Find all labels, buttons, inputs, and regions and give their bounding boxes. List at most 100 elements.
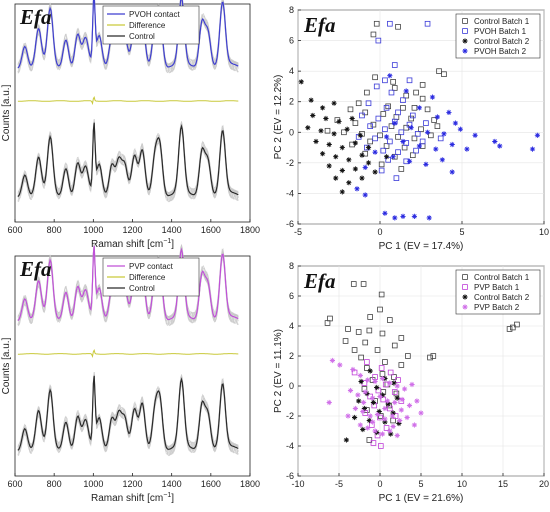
data-point-square xyxy=(437,135,444,142)
data-point-star xyxy=(414,398,420,404)
y-tick-label: 6 xyxy=(289,291,294,301)
data-point-square xyxy=(398,335,405,341)
data-point-star xyxy=(362,192,368,198)
data-point-star xyxy=(416,143,422,149)
legend-swatch xyxy=(462,294,468,300)
data-point-star xyxy=(320,105,326,111)
data-point-star xyxy=(382,210,388,216)
data-point-square xyxy=(430,353,437,359)
treated-mean-line xyxy=(17,0,239,69)
data-point-square xyxy=(378,413,384,419)
y-tick-label: -2 xyxy=(286,411,294,421)
data-point-square xyxy=(362,150,369,157)
y-tick-label: -4 xyxy=(286,188,294,198)
data-point-star xyxy=(534,132,540,138)
data-point-star xyxy=(333,154,339,160)
data-point-square xyxy=(367,138,373,145)
data-point-star xyxy=(362,164,368,170)
x-axis-label: PC 1 (EV = 17.4%) xyxy=(379,241,464,252)
data-point-square xyxy=(393,390,400,397)
data-point-star xyxy=(389,413,395,419)
data-point-square xyxy=(377,414,383,421)
data-point-square xyxy=(409,152,416,159)
panel-label: Efa xyxy=(303,13,336,37)
control-mean-line xyxy=(17,375,239,451)
data-point-square xyxy=(373,20,380,27)
legend-label: Control Batch 1 xyxy=(474,273,530,282)
data-point-star xyxy=(331,100,337,106)
data-point-square xyxy=(419,138,426,145)
data-point-star xyxy=(343,437,349,443)
data-point-square xyxy=(398,166,405,172)
data-point-square xyxy=(361,380,368,386)
data-point-star xyxy=(392,120,398,126)
data-point-square xyxy=(349,141,355,148)
x-axis-label: Raman shift [cm−1] xyxy=(91,492,174,504)
data-point-square xyxy=(411,135,418,142)
y-tick-label: 2 xyxy=(289,351,294,361)
data-point-star xyxy=(449,141,455,148)
data-point-star xyxy=(333,175,339,181)
data-point-square xyxy=(378,365,385,371)
data-point-square xyxy=(387,369,394,376)
data-point-square xyxy=(351,369,358,376)
data-point-square xyxy=(367,123,373,129)
legend-box xyxy=(455,269,541,315)
x-tick-label: 15 xyxy=(498,479,508,489)
data-point-square xyxy=(365,100,372,107)
data-point-star xyxy=(457,126,463,132)
data-point-star xyxy=(439,157,445,163)
data-point-square xyxy=(342,338,349,344)
legend-label: PVP Batch 1 xyxy=(474,283,520,292)
legend-swatch xyxy=(462,284,468,290)
data-point-square xyxy=(414,131,421,137)
data-point-square xyxy=(378,443,384,449)
scatter-panel-2: -5 0 5 10 -6 -4 -2 0 2 4 6 8 PC 1 (EV = 17.4%) PC 2 (… xyxy=(273,5,549,252)
data-point-star xyxy=(360,408,366,415)
data-point-star xyxy=(331,131,337,137)
data-point-square xyxy=(403,140,410,146)
data-point-square xyxy=(351,347,358,353)
data-point-star xyxy=(452,120,458,126)
data-point-star xyxy=(355,392,361,398)
series-control-batch-1 xyxy=(324,20,447,172)
data-point-square xyxy=(370,121,377,128)
points-group xyxy=(324,281,520,449)
data-point-star xyxy=(374,411,381,418)
data-point-square xyxy=(424,20,431,27)
data-point-star xyxy=(365,377,371,383)
legend-label: Control Batch 2 xyxy=(474,293,530,302)
legend-label: Control Batch 1 xyxy=(474,17,530,26)
data-point-star xyxy=(320,151,326,157)
x-axis-label-superscript: −1 xyxy=(163,492,171,499)
data-point-star xyxy=(406,158,413,164)
series-control-batch-2 xyxy=(298,79,390,195)
legend-swatch xyxy=(462,48,468,54)
legend-swatch xyxy=(462,274,468,280)
data-point-square xyxy=(395,109,401,116)
data-point-square xyxy=(510,324,516,331)
data-point-square xyxy=(367,314,373,320)
data-point-square xyxy=(378,161,385,168)
data-point-star xyxy=(352,166,358,172)
data-point-star xyxy=(372,149,378,155)
data-point-star xyxy=(382,416,388,422)
y-axis-label: Counts [a.u.] xyxy=(1,337,12,394)
panel-label: Efa xyxy=(19,5,52,29)
data-point-star xyxy=(339,189,345,195)
data-point-star xyxy=(365,425,371,431)
treated-mean-line xyxy=(17,245,239,321)
x-tick-label: 1800 xyxy=(240,225,260,235)
x-axis-label-superscript: −1 xyxy=(163,238,171,245)
legend-label: PVOH contact xyxy=(129,10,180,19)
data-point-star xyxy=(434,114,440,120)
data-point-star xyxy=(357,372,363,379)
data-point-star xyxy=(418,410,424,416)
data-point-square xyxy=(380,111,387,117)
data-point-square xyxy=(372,74,378,81)
y-tick-label: -6 xyxy=(286,471,294,481)
data-point-square xyxy=(345,326,351,332)
x-tick-label: -10 xyxy=(291,479,304,489)
data-point-square xyxy=(506,326,513,332)
